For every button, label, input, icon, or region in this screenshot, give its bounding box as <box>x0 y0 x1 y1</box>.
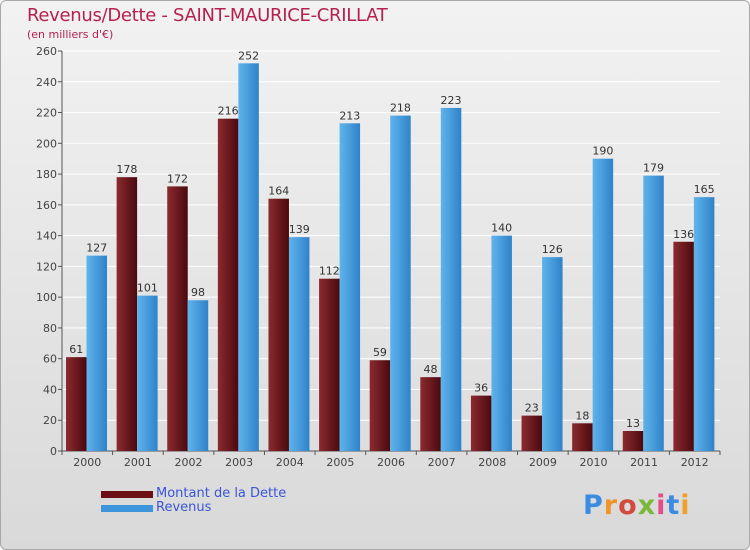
data-label-debt-2001: 178 <box>116 163 137 176</box>
bar-debt-2009 <box>521 415 543 451</box>
y-tick-label: 120 <box>36 260 57 273</box>
bar-debt-2011 <box>622 431 644 451</box>
bar-revenus-2005 <box>339 123 361 452</box>
bar-debt-2012 <box>673 241 694 451</box>
bar-debt-2006 <box>369 360 391 451</box>
data-label-debt-2012: 136 <box>673 228 694 241</box>
legend-swatch-revenus <box>101 505 153 512</box>
y-tick-label: 180 <box>36 168 57 181</box>
data-label-revenus-2008: 140 <box>491 222 512 235</box>
data-label-debt-2004: 164 <box>268 185 289 198</box>
data-label-debt-2011: 13 <box>626 417 640 430</box>
y-tick-label: 160 <box>36 199 57 212</box>
data-label-revenus-2007: 223 <box>441 94 462 107</box>
chart-subtitle: (en milliers d'€) <box>27 28 114 41</box>
bar-debt-2004 <box>268 198 289 451</box>
y-tick-label: 20 <box>43 414 57 427</box>
x-tick-label: 2002 <box>175 456 203 469</box>
data-label-revenus-2002: 98 <box>191 286 205 299</box>
y-tick-label: 260 <box>36 45 57 58</box>
logo-letter: x <box>637 490 657 521</box>
y-tick-label: 100 <box>36 291 57 304</box>
x-tick-label: 2000 <box>73 456 101 469</box>
x-tick-label: 2005 <box>326 456 354 469</box>
logo-letter: r <box>603 490 619 521</box>
data-label-revenus-2012: 165 <box>694 183 715 196</box>
data-label-revenus-2005: 213 <box>339 109 360 122</box>
bar-debt-2003 <box>217 118 239 451</box>
data-label-debt-2000: 61 <box>69 343 83 356</box>
x-tick-label: 2011 <box>630 456 658 469</box>
legend-swatch-debt <box>101 491 153 498</box>
x-tick-label: 2010 <box>579 456 607 469</box>
legend-label-debt: Montant de la Dette <box>156 486 287 501</box>
data-label-revenus-2011: 179 <box>643 162 664 175</box>
logo-letter: o <box>618 490 638 521</box>
logo-letter: i <box>656 490 667 521</box>
bar-revenus-2006 <box>390 115 411 451</box>
y-tick-label: 40 <box>43 383 57 396</box>
data-label-debt-2005: 112 <box>319 265 340 278</box>
data-label-debt-2006: 59 <box>373 346 387 359</box>
data-label-debt-2010: 18 <box>575 409 589 422</box>
data-labels: 61 127 178 101 172 98 216 252 164 139 112 213 59 218 4… <box>69 49 714 430</box>
proxiti-logo: Proxiti <box>583 490 691 521</box>
bar-debt-2000 <box>66 357 87 451</box>
bar-revenus-2003 <box>238 63 259 452</box>
bar-revenus-2004 <box>288 237 310 451</box>
data-label-debt-2009: 23 <box>525 402 539 415</box>
data-label-revenus-2010: 190 <box>592 145 613 158</box>
data-label-revenus-2006: 218 <box>390 102 411 115</box>
data-label-debt-2003: 216 <box>218 105 239 118</box>
x-tick-label: 2012 <box>681 456 709 469</box>
data-label-debt-2008: 36 <box>474 382 488 395</box>
bar-revenus-2009 <box>542 257 563 451</box>
x-tick-label: 2003 <box>225 456 253 469</box>
bar-revenus-2012 <box>693 197 715 451</box>
y-tick-label: 140 <box>36 230 57 243</box>
bar-revenus-2007 <box>440 107 462 451</box>
data-label-debt-2002: 172 <box>167 172 188 185</box>
y-tick-label: 0 <box>50 445 57 458</box>
logo-letter: P <box>583 490 604 521</box>
y-tick-label: 200 <box>36 137 57 150</box>
bar-revenus-2010 <box>592 158 614 451</box>
bar-debt-2008 <box>470 395 492 451</box>
bars <box>66 63 715 452</box>
x-tick-label: 2007 <box>428 456 456 469</box>
bar-revenus-2000 <box>86 255 107 451</box>
x-tick-label: 2009 <box>529 456 557 469</box>
bar-revenus-2011 <box>643 175 664 451</box>
y-tick-label: 220 <box>36 107 57 120</box>
bar-debt-2007 <box>420 377 441 451</box>
data-label-revenus-2009: 126 <box>542 243 563 256</box>
x-tick-label: 2008 <box>478 456 506 469</box>
y-tick-label: 60 <box>43 353 57 366</box>
legend-label-revenus: Revenus <box>156 500 212 515</box>
axes: 0 20 40 60 80 100 120 140 160 180 200 220 240 260 2000… <box>36 45 721 469</box>
bar-debt-2002 <box>167 186 188 451</box>
y-tick-label: 240 <box>36 76 57 89</box>
logo-letter: i <box>680 490 691 521</box>
x-tick-label: 2004 <box>276 456 304 469</box>
bar-debt-2005 <box>319 278 340 451</box>
y-tick-label: 80 <box>43 322 57 335</box>
data-label-revenus-2004: 139 <box>289 223 310 236</box>
chart-title: Revenus/Dette - SAINT-MAURICE-CRILLAT <box>27 5 388 26</box>
x-tick-label: 2001 <box>124 456 152 469</box>
data-label-revenus-2001: 101 <box>137 282 158 295</box>
x-tick-label: 2006 <box>377 456 405 469</box>
data-label-revenus-2003: 252 <box>238 49 259 62</box>
bar-revenus-2002 <box>187 300 209 451</box>
bar-debt-2010 <box>572 423 593 451</box>
bar-revenus-2001 <box>137 295 158 451</box>
data-label-revenus-2000: 127 <box>86 242 107 255</box>
bar-debt-2001 <box>116 177 138 451</box>
logo-letter: t <box>666 490 681 521</box>
bar-revenus-2008 <box>491 235 512 451</box>
data-label-debt-2007: 48 <box>424 363 438 376</box>
